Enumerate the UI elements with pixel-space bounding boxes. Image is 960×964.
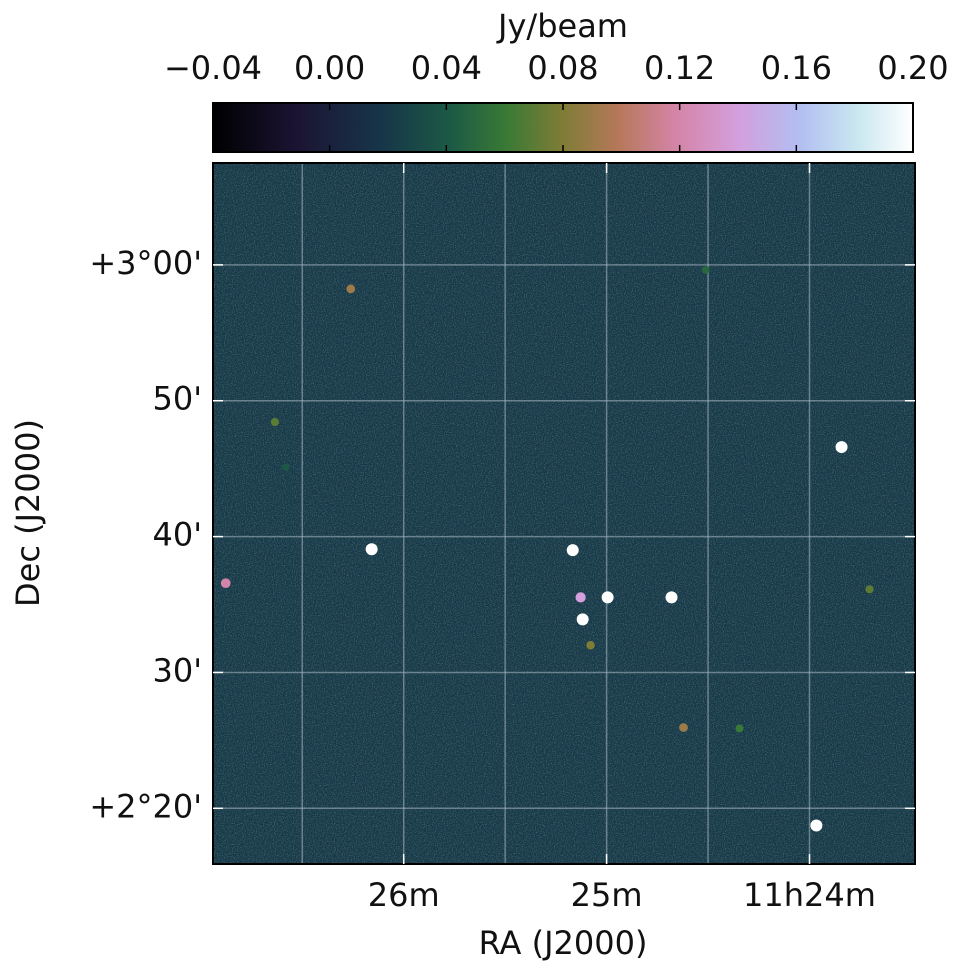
colorbar-tick-label: −0.04 bbox=[164, 49, 262, 87]
x-tick-label: 26m bbox=[368, 876, 440, 914]
source bbox=[365, 543, 378, 556]
source bbox=[865, 585, 874, 594]
colorbar-tick-label: 0.04 bbox=[411, 49, 482, 87]
source bbox=[586, 641, 595, 650]
source bbox=[665, 591, 678, 604]
y-tick-label: 40' bbox=[152, 516, 202, 554]
source bbox=[679, 723, 688, 732]
x-tick-label: 25m bbox=[571, 876, 643, 914]
source bbox=[346, 284, 356, 294]
x-tick-label: 11h24m bbox=[743, 876, 876, 914]
y-tick-label: 50' bbox=[152, 380, 202, 418]
colorbar-label: Jy/beam bbox=[496, 7, 628, 45]
source bbox=[220, 578, 231, 589]
source bbox=[566, 544, 579, 557]
source bbox=[576, 613, 589, 626]
x-axis-label: RA (J2000) bbox=[479, 924, 648, 962]
source bbox=[270, 417, 279, 427]
source bbox=[601, 591, 614, 604]
y-tick-label: +3°00' bbox=[89, 244, 202, 282]
source bbox=[575, 592, 586, 603]
image-noise bbox=[213, 163, 915, 864]
source bbox=[810, 819, 823, 832]
source bbox=[701, 266, 710, 274]
colorbar-tick-label: 0.12 bbox=[644, 49, 715, 87]
colorbar-tick-label: 0.16 bbox=[761, 49, 832, 87]
image-plot bbox=[213, 163, 915, 864]
source bbox=[735, 724, 744, 733]
source bbox=[282, 463, 290, 471]
y-axis-label: Dec (J2000) bbox=[9, 419, 47, 607]
y-tick-label: 30' bbox=[152, 651, 202, 689]
colorbar bbox=[212, 102, 914, 153]
source bbox=[835, 441, 848, 454]
y-tick-label: +2°20' bbox=[89, 787, 202, 825]
colorbar-tick-label: 0.20 bbox=[877, 49, 948, 87]
colorbar-tick-label: 0.08 bbox=[527, 49, 598, 87]
image-frame bbox=[212, 162, 916, 865]
colorbar-tick-label: 0.00 bbox=[294, 49, 365, 87]
